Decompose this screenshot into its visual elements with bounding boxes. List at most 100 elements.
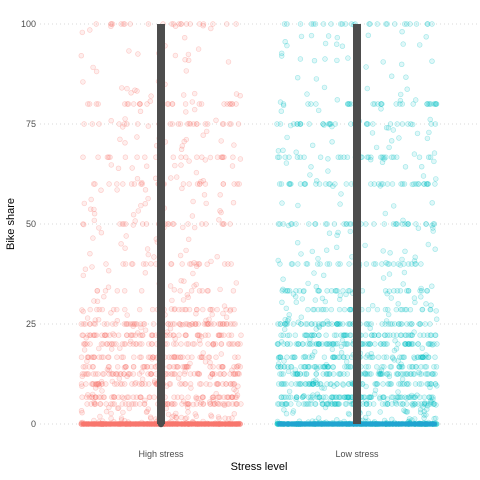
data-point	[196, 261, 203, 267]
data-point	[142, 187, 149, 193]
data-point	[173, 415, 180, 421]
data-point	[183, 21, 190, 27]
data-point	[321, 385, 327, 391]
data-point	[92, 332, 98, 338]
data-point	[329, 139, 335, 145]
data-point	[204, 321, 211, 327]
data-point	[203, 381, 210, 387]
data-point	[175, 121, 181, 127]
data-point	[148, 332, 155, 338]
data-point	[278, 321, 284, 327]
data-point	[310, 21, 317, 27]
data-point	[404, 21, 410, 27]
data-point	[207, 399, 213, 405]
data-point	[123, 364, 129, 370]
data-point	[431, 150, 438, 156]
data-point	[180, 354, 186, 360]
data-point	[80, 272, 87, 279]
data-point	[201, 321, 208, 327]
data-point	[172, 401, 178, 407]
data-point	[82, 364, 88, 370]
data-point	[95, 101, 101, 107]
data-point	[122, 116, 128, 122]
data-point	[419, 354, 426, 360]
data-point	[190, 270, 196, 277]
data-point	[399, 394, 405, 400]
data-point	[145, 123, 152, 129]
data-point	[193, 395, 200, 402]
data-point	[210, 341, 216, 347]
data-point	[228, 381, 234, 387]
data-point	[195, 370, 201, 376]
data-point	[234, 392, 241, 398]
data-point	[186, 306, 193, 313]
data-point	[392, 21, 398, 27]
data-point	[306, 221, 312, 227]
data-point	[168, 261, 175, 267]
data-point	[129, 261, 135, 267]
data-point	[97, 401, 104, 407]
data-point	[97, 413, 103, 420]
data-point	[141, 321, 148, 327]
data-point	[208, 25, 214, 32]
data-point	[229, 101, 236, 107]
data-point	[226, 332, 232, 338]
data-point	[100, 341, 106, 347]
data-point	[215, 332, 222, 338]
data-point	[123, 233, 129, 239]
data-point	[338, 191, 344, 197]
data-point	[318, 306, 325, 313]
data-point	[137, 341, 143, 347]
data-point	[219, 364, 226, 370]
data-point	[325, 401, 331, 407]
data-point	[410, 371, 417, 377]
data-point	[185, 121, 191, 127]
data-point	[193, 321, 199, 327]
data-point	[369, 130, 376, 136]
data-point	[297, 21, 304, 27]
data-point	[316, 321, 322, 327]
data-point	[195, 332, 202, 338]
data-point	[426, 154, 432, 160]
data-point	[385, 321, 391, 327]
data-point	[142, 270, 149, 276]
data-point	[409, 332, 415, 338]
data-point	[171, 306, 178, 313]
data-point	[413, 261, 419, 267]
data-point	[142, 397, 148, 403]
data-point	[95, 154, 101, 160]
data-point	[309, 248, 315, 255]
data-point	[123, 321, 129, 327]
data-point	[222, 415, 228, 421]
data-point	[111, 332, 118, 338]
data-point	[374, 381, 380, 387]
data-point	[224, 321, 230, 327]
data-point	[170, 21, 177, 27]
data-point	[121, 221, 127, 227]
data-point	[108, 415, 114, 422]
data-point	[222, 261, 228, 267]
data-point	[331, 221, 338, 227]
data-point	[217, 208, 223, 214]
data-point	[91, 401, 98, 407]
data-point	[218, 209, 224, 216]
data-point	[91, 298, 97, 304]
data-point	[144, 246, 151, 252]
data-point	[234, 364, 241, 370]
data-point	[167, 364, 173, 370]
data-point	[82, 341, 88, 347]
data-point	[312, 401, 318, 407]
data-point	[207, 364, 213, 370]
data-point	[234, 401, 240, 407]
data-point	[128, 90, 134, 96]
data-point	[427, 306, 434, 313]
data-point	[132, 381, 138, 387]
data-point	[107, 154, 113, 160]
data-point	[144, 364, 150, 370]
data-point	[218, 138, 224, 144]
data-point	[209, 311, 215, 318]
data-point	[232, 394, 239, 400]
data-point	[190, 198, 196, 205]
data-point	[433, 308, 439, 314]
data-point	[190, 121, 197, 127]
